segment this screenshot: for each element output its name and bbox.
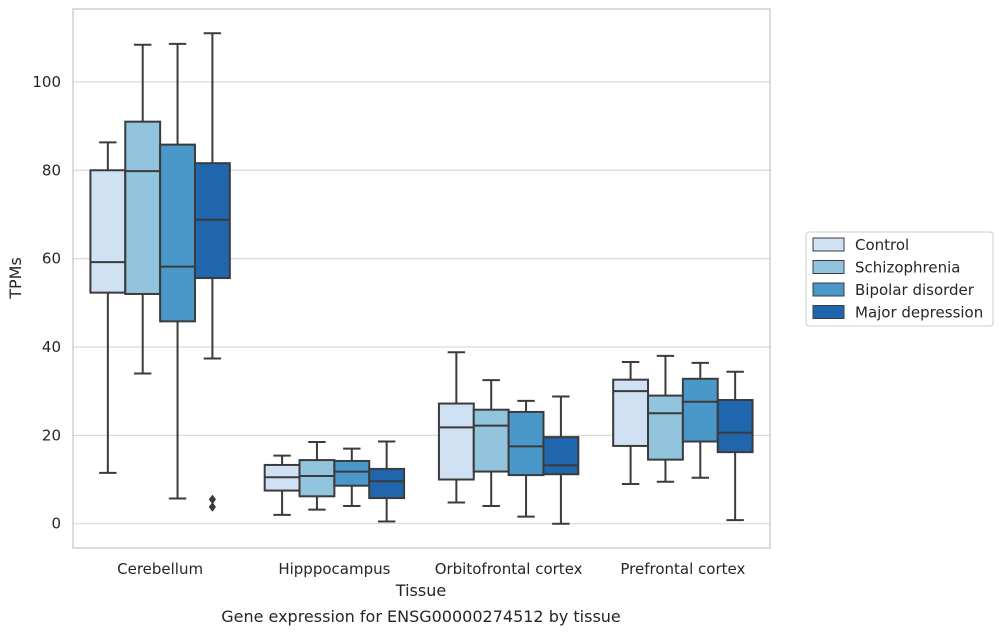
box-body (89, 169, 127, 294)
box-2-2 (507, 399, 545, 518)
box-body (333, 459, 371, 487)
box-3-1 (647, 354, 684, 483)
box-1-2 (333, 447, 371, 508)
x-tick-labels: Cerebellum Hipppocampus Orbitofrontal cort… (117, 560, 745, 578)
box-body (298, 459, 336, 498)
box-1-1 (298, 440, 336, 511)
plot-boxes (89, 32, 754, 525)
legend-label-2: Bipolar disorder (855, 281, 975, 299)
legend-label-0: Control (855, 236, 909, 254)
box-0-0 (89, 141, 127, 474)
box-0-3 (193, 32, 231, 512)
legend-label-1: Schizophrenia (855, 259, 960, 277)
legend-frame (805, 231, 994, 327)
x-tick-label-3: Prefrontal cortex (620, 560, 745, 578)
box-body (437, 402, 475, 481)
y-axis-title: TPMs (6, 257, 25, 300)
box-0-1 (124, 43, 162, 375)
legend-swatch-2 (812, 282, 845, 297)
y-tick-label-2: 40 (42, 338, 61, 356)
box-2-1 (472, 379, 510, 508)
x-tick-label-0: Cerebellum (117, 560, 203, 578)
y-tick-label-0: 0 (51, 515, 61, 533)
box-1-0 (263, 454, 301, 516)
legend-swatch-0 (812, 237, 845, 252)
box-body (647, 394, 684, 461)
y-tick-label-5: 100 (32, 73, 61, 91)
box-2-3 (542, 395, 580, 525)
box-body (542, 436, 580, 476)
y-tick-label-1: 20 (42, 426, 61, 444)
plot-frame (72, 8, 771, 549)
box-body (507, 410, 545, 477)
outlier-1 (208, 494, 217, 505)
box-3-2 (681, 361, 719, 479)
x-axis-title: Tissue (395, 581, 446, 600)
box-body (472, 408, 510, 473)
box-body (681, 377, 719, 443)
legend-swatch-3 (812, 305, 845, 319)
box-2-0 (437, 351, 475, 504)
box-body (159, 143, 196, 323)
outlier-0 (208, 502, 217, 512)
box-3-3 (716, 370, 754, 522)
box-1-3 (368, 440, 406, 523)
box-body (716, 398, 754, 454)
legend-swatch-1 (812, 260, 845, 274)
y-tick-label-4: 80 (42, 161, 61, 179)
figure-caption: Gene expression for ENSG00000274512 by t… (221, 607, 621, 626)
box-0-2 (159, 42, 196, 500)
x-tick-label-2: Orbitofrontal cortex (435, 560, 583, 578)
box-body (612, 378, 650, 447)
box-body (368, 467, 406, 500)
legend-label-3: Major depression (855, 304, 983, 322)
box-body (124, 120, 162, 295)
y-tick-label-3: 60 (42, 250, 61, 268)
box-3-0 (612, 361, 650, 485)
legend: Control Schizophrenia Bipolar disorder Majo… (805, 231, 994, 327)
x-tick-label-1: Hipppocampus (278, 560, 390, 578)
y-tick-labels: 0 20 40 60 80 100 (32, 73, 61, 533)
